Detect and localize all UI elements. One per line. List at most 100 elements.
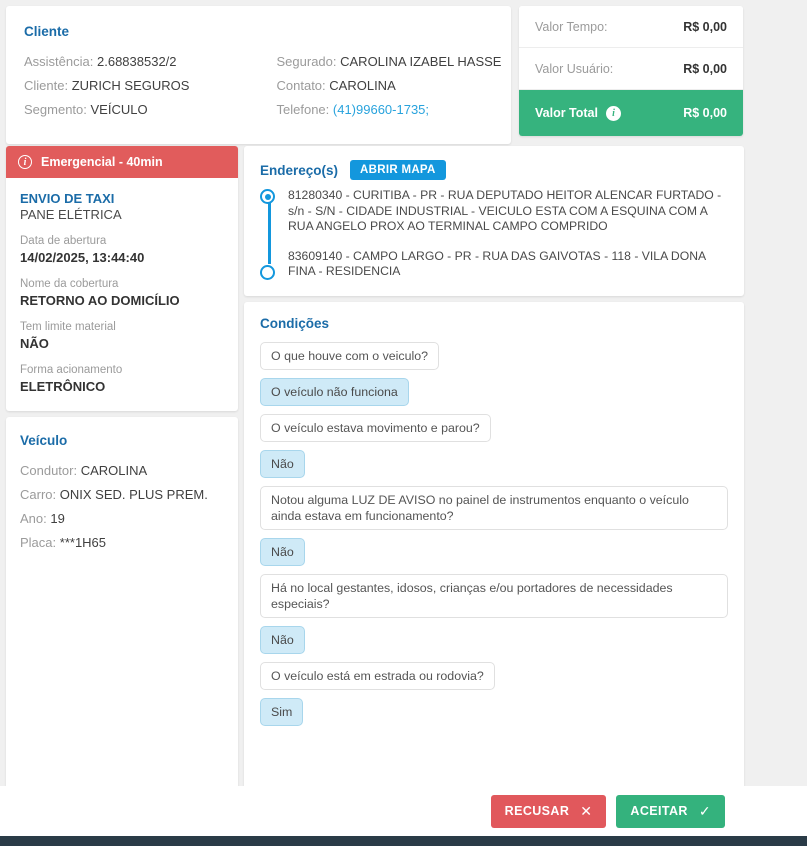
bubble-row: Não (260, 537, 728, 574)
bubble-row: O veículo está em estrada ou rodovia? (260, 661, 728, 698)
emergency-badge: i Emergencial - 40min (6, 146, 238, 178)
info-label: Carro: (20, 487, 57, 502)
bubble-row: O veículo estava movimento e parou? (260, 413, 728, 450)
close-icon: ✕ (580, 802, 593, 819)
emergency-field: Nome da cobertura RETORNO AO DOMICÍLIO (20, 277, 224, 309)
answer-bubble: Sim (260, 697, 304, 726)
check-icon: ✓ (698, 802, 711, 819)
client-columns: Assistência: 2.68838532/2 Cliente: ZURICH… (24, 50, 502, 122)
question-bubble: O veículo está em estrada ou rodovia? (260, 661, 495, 690)
value-total-amount: R$ 0,00 (683, 106, 727, 120)
field-label: Forma acionamento (20, 364, 123, 376)
answer-bubble: O veículo não funciona (260, 377, 409, 406)
client-column-right: Segurado: CAROLINA IZABEL HASSE Contato: … (259, 50, 502, 122)
value-summary-card: Valor Tempo: R$ 0,00 Valor Usuário: R$ 0… (519, 6, 743, 136)
action-footer: RECUSAR ✕ ACEITAR ✓ (0, 786, 807, 836)
emergency-card: i Emergencial - 40min ENVIO DE TAXI PANE… (6, 146, 238, 411)
info-line: Placa: ***1H65 (20, 531, 224, 555)
address-item[interactable]: 83609140 - CAMPO LARGO - PR - RUA DAS GA… (260, 248, 728, 280)
conditions-card: Condições O que houve com o veiculo? O ve… (244, 301, 744, 794)
address-card: Endereço(s) ABRIR MAPA 81280340 - CURITI… (244, 146, 744, 296)
value-row-usuario: Valor Usuário: R$ 0,00 (519, 48, 743, 90)
info-value: CAROLINA IZABEL HASSE (340, 54, 502, 69)
phone-link[interactable]: (41)99660-1735; (332, 102, 430, 117)
right-column: Endereço(s) ABRIR MAPA 81280340 - CURITI… (244, 146, 744, 794)
emergency-badge-label: Emergencial - 40min (41, 155, 163, 169)
bubble-row: Não (260, 449, 728, 486)
refuse-button-label: RECUSAR (504, 804, 570, 818)
emergency-fields: Data de abertura 14/02/2025, 13:44:40 Nome… (20, 234, 224, 395)
info-value: 2.68838532/2 (97, 54, 177, 69)
info-label: Segmento: (24, 102, 87, 117)
info-line: Cliente: ZURICH SEGUROS (24, 74, 259, 98)
open-map-button[interactable]: ABRIR MAPA (350, 160, 446, 180)
client-column-left: Assistência: 2.68838532/2 Cliente: ZURICH… (24, 50, 259, 122)
answer-bubble: Não (260, 449, 305, 478)
question-bubble: O veículo estava movimento e parou? (260, 413, 491, 442)
value-tempo-amount: R$ 0,00 (683, 19, 727, 34)
info-label: Cliente: (24, 78, 69, 93)
info-line: Segmento: VEÍCULO (24, 98, 259, 122)
info-value: 19 (50, 511, 65, 526)
bubble-row: Há no local gestantes, idosos, crianças … (260, 573, 728, 626)
info-line: Assistência: 2.68838532/2 (24, 50, 259, 74)
bubble-row: Sim (260, 697, 728, 734)
value-usuario-label: Valor Usuário: (535, 61, 614, 76)
question-bubble: Notou alguma LUZ DE AVISO no painel de i… (260, 485, 728, 530)
address-connector-line (268, 197, 271, 264)
address-item[interactable]: 81280340 - CURITIBA - PR - RUA DEPUTADO … (260, 188, 728, 235)
info-value: ZURICH SEGUROS (71, 78, 190, 93)
answer-bubble: Não (260, 537, 305, 566)
emergency-body: ENVIO DE TAXI PANE ELÉTRICA Data de aber… (6, 178, 238, 411)
bubble-row: Não (260, 625, 728, 662)
refuse-button[interactable]: RECUSAR ✕ (490, 794, 607, 828)
accept-button[interactable]: ACEITAR ✓ (616, 794, 725, 828)
emergency-field: Data de abertura 14/02/2025, 13:44:40 (20, 234, 224, 266)
vehicle-rows: Condutor: CAROLINA Carro: ONIX SED. PLUS … (20, 459, 224, 555)
info-label: Condutor: (20, 463, 78, 478)
value-usuario-amount: R$ 0,00 (683, 61, 727, 76)
question-bubble: O que houve com o veiculo? (260, 341, 440, 370)
info-value: ONIX SED. PLUS PREM. (59, 487, 208, 502)
info-line: Contato: CAROLINA (277, 74, 494, 98)
address-text: 81280340 - CURITIBA - PR - RUA DEPUTADO … (288, 188, 722, 233)
info-value: CAROLINA (80, 463, 148, 478)
accept-button-label: ACEITAR (630, 804, 688, 818)
info-icon[interactable]: i (605, 105, 621, 121)
value-row-tempo: Valor Tempo: R$ 0,00 (519, 6, 743, 48)
info-line: Telefone: (41)99660-1735; (277, 98, 494, 122)
address-text: 83609140 - CAMPO LARGO - PR - RUA DAS GA… (288, 248, 706, 279)
emergency-field: Forma acionamento ELETRÔNICO (20, 363, 224, 395)
bubble-row: Notou alguma LUZ DE AVISO no painel de i… (260, 485, 728, 530)
top-row: Cliente Assistência: 2.68838532/2 Cliente… (6, 6, 801, 144)
vehicle-card: Veículo Condutor: CAROLINA Carro: ONIX SE… (6, 417, 238, 804)
emergency-field: Tem limite material NÃO (20, 320, 224, 352)
info-label: Telefone: (276, 102, 330, 117)
field-value: ELETRÔNICO (20, 379, 106, 394)
conditions-bubble-list: O que houve com o veiculo? O veículo não … (260, 341, 728, 734)
info-line: Carro: ONIX SED. PLUS PREM. (20, 483, 224, 507)
info-value: CAROLINA (329, 78, 396, 93)
field-value: NÃO (20, 336, 49, 351)
info-value: ***1H65 (59, 535, 107, 550)
bottom-status-bar (0, 836, 807, 846)
value-total-label: Valor Total (535, 106, 598, 120)
address-section-title: Endereço(s) (260, 162, 339, 178)
client-section-title: Cliente (24, 24, 70, 39)
vehicle-section-title: Veículo (20, 433, 68, 448)
info-label: Ano: (20, 511, 47, 526)
info-value: VEÍCULO (90, 102, 148, 117)
info-line: Ano: 19 (20, 507, 224, 531)
address-items: 81280340 - CURITIBA - PR - RUA DEPUTADO … (260, 188, 728, 280)
radio-empty-icon[interactable] (260, 264, 275, 280)
radio-selected-icon[interactable] (260, 189, 275, 204)
bubble-row: O veículo não funciona (260, 377, 728, 414)
address-list: 81280340 - CURITIBA - PR - RUA DEPUTADO … (260, 188, 728, 280)
info-label: Assistência: (24, 54, 94, 69)
info-line: Condutor: CAROLINA (20, 459, 224, 483)
field-value: RETORNO AO DOMICÍLIO (20, 293, 180, 308)
conditions-section-title: Condições (260, 315, 330, 331)
value-tempo-label: Valor Tempo: (535, 19, 608, 34)
client-card: Cliente Assistência: 2.68838532/2 Cliente… (6, 6, 511, 144)
